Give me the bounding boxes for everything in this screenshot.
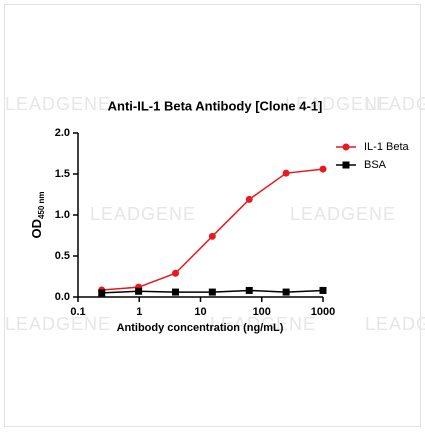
marker xyxy=(98,289,106,297)
marker xyxy=(319,165,327,173)
marker xyxy=(172,288,180,296)
marker xyxy=(208,232,216,240)
y-tick-label: 1.5 xyxy=(55,168,70,180)
marker xyxy=(282,288,290,296)
series-line xyxy=(101,168,324,291)
legend-marker xyxy=(342,143,350,151)
x-tick-label: 10 xyxy=(194,306,206,318)
marker xyxy=(208,288,216,296)
watermark: LEADGENE xyxy=(285,94,391,114)
watermark: LEADGENE xyxy=(90,204,196,224)
y-tick-label: 2.0 xyxy=(55,127,70,139)
watermark: LEADGENE xyxy=(365,314,425,334)
chart-title: Anti-IL-1 Beta Antibody [Clone 4-1] xyxy=(108,98,323,113)
x-tick-label: 100 xyxy=(253,306,271,318)
x-tick-label: 1 xyxy=(136,306,142,318)
watermark: LEADGENE xyxy=(5,314,111,334)
x-tick-label: 0.1 xyxy=(70,306,85,318)
y-axis-label: OD450 nm xyxy=(29,191,46,238)
watermark: LEADGENE xyxy=(290,204,396,224)
y-tick-label: 0.5 xyxy=(55,250,70,262)
marker xyxy=(282,169,290,177)
marker xyxy=(319,286,327,294)
x-tick-label: 1000 xyxy=(311,306,335,318)
y-label-sub: 450 nm xyxy=(37,191,46,219)
marker xyxy=(135,287,143,295)
marker xyxy=(245,286,253,294)
marker xyxy=(172,269,180,277)
frame xyxy=(4,4,421,427)
y-tick-label: 1.0 xyxy=(55,209,70,221)
watermark: LEADGENE xyxy=(365,94,425,114)
watermark: LEADGENE xyxy=(210,314,316,334)
marker xyxy=(245,195,253,203)
legend-label: IL-1 Beta xyxy=(364,141,410,153)
x-axis-label: Antibody concentration (ng/mL) xyxy=(117,322,284,334)
y-label-main: OD xyxy=(29,219,44,239)
legend-marker xyxy=(342,161,350,169)
watermark: LEADGENE xyxy=(5,94,111,114)
legend-label: BSA xyxy=(364,159,387,171)
y-tick-label: 0.0 xyxy=(55,291,70,303)
